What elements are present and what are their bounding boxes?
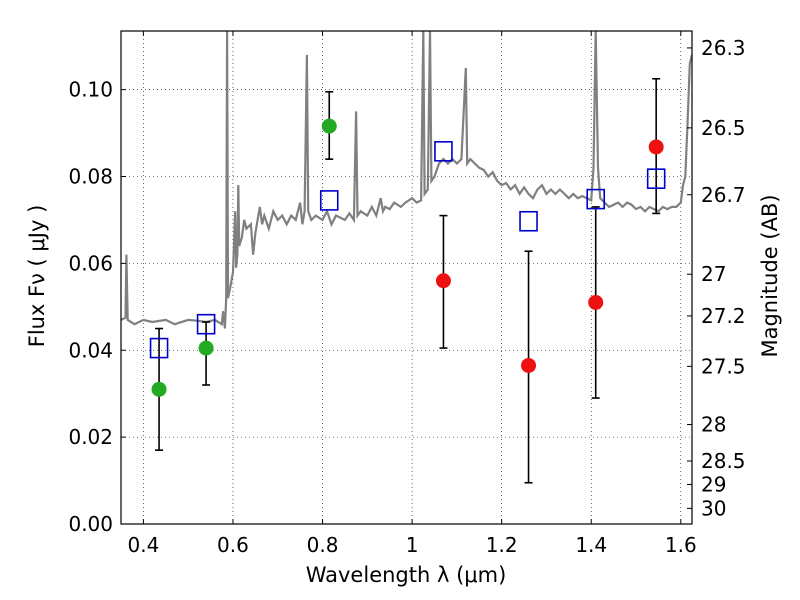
nir_photometry-point: [435, 273, 451, 289]
x-tick-label: 1: [406, 533, 419, 557]
y2-tick-label: 26.3: [701, 36, 746, 60]
y-tick-label: 0.06: [68, 251, 113, 275]
y2-tick-label: 26.7: [701, 183, 746, 207]
y2-tick-label: 28: [701, 413, 726, 437]
marker-layer: [149, 118, 666, 397]
y2-tick-label: 26.5: [701, 116, 746, 140]
label-layer: Wavelength λ (μm) Flux Fν ( μJy ) Magnit…: [25, 194, 782, 587]
model-square-marker: [196, 313, 216, 335]
x-tick-label: 1.2: [486, 533, 518, 557]
model-square-marker: [149, 337, 169, 359]
y-tick-label: 0.10: [68, 78, 113, 102]
detections-point: [151, 381, 167, 397]
detections-point: [321, 118, 337, 134]
y2-tick-label: 30: [701, 496, 726, 520]
spectrum-line: [121, 31, 692, 329]
model-square-marker: [646, 168, 666, 189]
y-tick-label: 0.00: [68, 512, 113, 536]
y2-tick-label: 27.2: [701, 304, 746, 328]
tick-layer: 0.4 0.6 0.8 1 1.2 1.4 1.6 0.00 0.02 0.04 0.06 0.08 0…: [68, 31, 746, 557]
x-tick-label: 0.6: [217, 533, 249, 557]
x-axis-label: Wavelength λ (μm): [306, 563, 507, 587]
x-tick-label: 0.4: [127, 533, 159, 557]
x-tick-label: 1.4: [575, 533, 607, 557]
grid-layer: [121, 31, 692, 524]
x-tick-label: 0.8: [307, 533, 339, 557]
y2-tick-label: 27.5: [701, 354, 746, 378]
plot-frame: [120, 30, 693, 525]
model-square-marker: [434, 141, 453, 162]
y2-tick-label: 27: [701, 262, 726, 286]
nir_photometry-point: [521, 357, 537, 373]
y2-tick-label: 29: [701, 472, 726, 496]
model-square-marker: [586, 188, 606, 210]
nir_photometry-point: [648, 139, 664, 155]
y-tick-label: 0.04: [68, 338, 113, 362]
detections-point: [198, 340, 214, 356]
y2-axis-label: Magnitude (AB): [758, 194, 782, 357]
y2-tick-label: 28.5: [701, 449, 746, 473]
y-axis-label: Flux Fν ( μJy ): [25, 205, 49, 348]
x-tick-label: 1.6: [665, 533, 697, 557]
y-tick-label: 0.02: [68, 425, 113, 449]
model-square-marker: [519, 210, 538, 232]
y-tick-label: 0.08: [68, 165, 113, 189]
model-square-marker: [319, 190, 339, 211]
spectrum-layer: [121, 31, 692, 329]
nir_photometry-point: [588, 294, 604, 310]
